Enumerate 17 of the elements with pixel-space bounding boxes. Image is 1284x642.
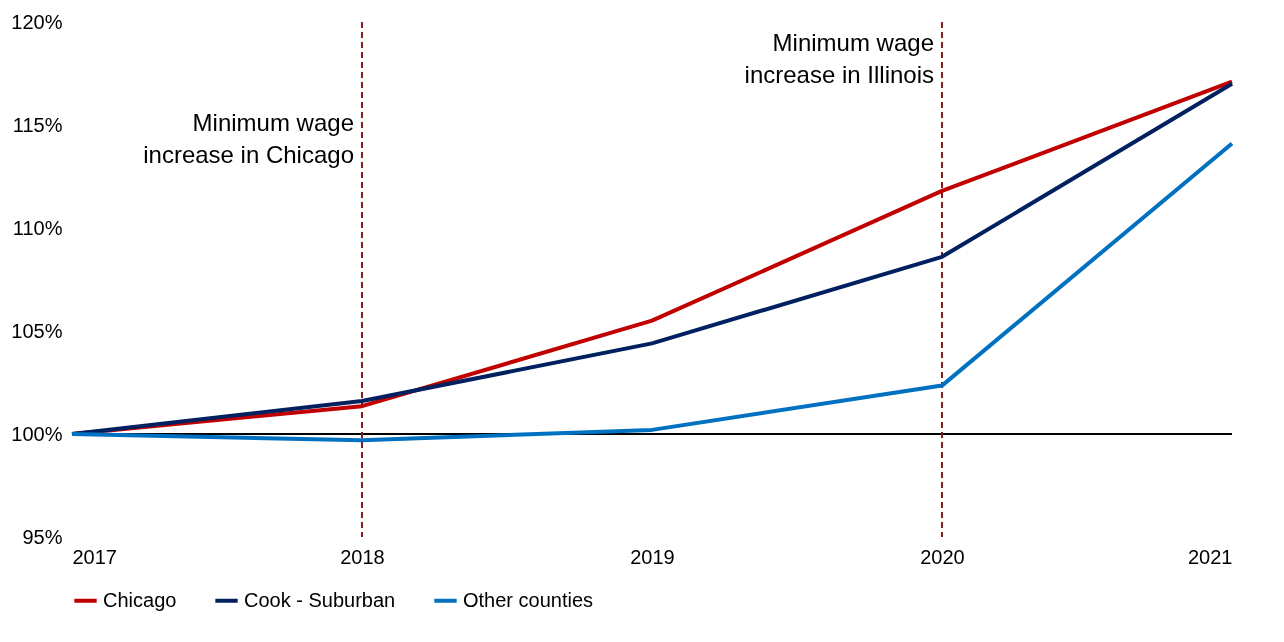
x-tick-label: 2018 (340, 545, 385, 568)
ref-line-label: Minimum wage increase in Chicago (143, 109, 354, 168)
y-tick-label: 105% (11, 319, 63, 342)
legend-label: Chicago (103, 588, 177, 611)
y-tick-label: 115% (12, 113, 63, 136)
line-series (70, 141, 1234, 443)
x-tick-label: 2019 (630, 545, 675, 568)
y-tick-label: 110% (12, 216, 63, 239)
x-tick-label: 2017 (72, 545, 117, 568)
x-tick-label: 2020 (920, 545, 965, 568)
x-tick-label: 2021 (1188, 545, 1233, 568)
legend-label: Other counties (463, 588, 594, 611)
y-tick-label: 120% (11, 10, 63, 33)
legend-label: Cook - Suburban (244, 588, 396, 611)
ref-line-label: Minimum wage increase in Illinois (744, 29, 934, 88)
y-tick-label: 100% (11, 422, 63, 445)
y-tick-label: 95% (22, 525, 63, 548)
